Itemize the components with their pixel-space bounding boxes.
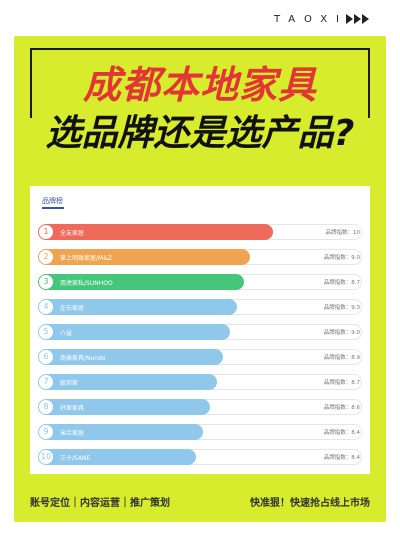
brand-score: 品牌指数：8.4: [323, 430, 360, 436]
rank-badge: 7: [38, 374, 54, 390]
score-bar: [47, 299, 237, 315]
rank-badge: 3: [38, 274, 54, 290]
brand-score: 品牌指数：8.7: [323, 280, 360, 286]
ranking-row: 1 全友家居 品牌指数：10: [38, 224, 362, 240]
rank-badge: 6: [38, 349, 54, 365]
brand-name: 八益: [60, 330, 73, 337]
ranking-row: 5 八益 品牌指数：9.0: [38, 324, 362, 340]
brand-score: 品牌指数：10: [325, 230, 361, 236]
score-bar: [47, 449, 196, 465]
score-bar: [47, 424, 203, 440]
rank-badge: 8: [38, 399, 54, 415]
title-outline: [30, 48, 370, 118]
triple-arrow-icon: [346, 14, 369, 24]
brand-name: 全友家居: [60, 230, 85, 237]
score-bar: [47, 324, 230, 340]
brand-score: 品牌指数：8.7: [323, 380, 360, 386]
hero-title-line2: 选品牌还是选产品?: [45, 113, 355, 154]
score-bar: [47, 224, 273, 240]
score-bar: [47, 399, 210, 415]
title-underline: [42, 207, 64, 209]
ranking-row: 2 掌上明珠家居/M&Z 品牌指数：9.0: [38, 249, 362, 265]
ranking-row: 10 三十/SANE 品牌指数：8.4: [38, 449, 362, 465]
brand-name: 双虎家私/SUNHOO: [60, 280, 113, 287]
ranking-row: 6 南泰家具/Nondo 品牌指数：8.9: [38, 349, 362, 365]
ranking-row: 9 米兰家居 品牌指数：8.4: [38, 424, 362, 440]
ranking-row: 4 左右家居 品牌指数：9.3: [38, 299, 362, 315]
ranking-row: 8 好家家具 品牌指数：8.6: [38, 399, 362, 415]
brand-name: 三十/SANE: [60, 455, 91, 462]
brand-score: 品牌指数：9.3: [323, 305, 360, 311]
footer-services: 账号定位｜内容运营｜推广策划: [30, 498, 170, 509]
score-bar: [47, 249, 250, 265]
brand-score: 品牌指数：8.6: [323, 405, 360, 411]
score-bar: [47, 274, 244, 290]
brand-score: 品牌指数：8.9: [323, 355, 360, 361]
brand-name: 好家家具: [60, 405, 85, 412]
ranking-row: 7 联邦家 品牌指数：8.7: [38, 374, 362, 390]
score-bar: [47, 349, 223, 365]
rank-badge: 5: [38, 324, 54, 340]
hero-title-line1: 成都本地家具: [82, 63, 317, 107]
brand-score: 品牌指数：9.0: [323, 330, 360, 336]
rank-badge: 9: [38, 424, 54, 440]
rank-badge: 10: [38, 449, 54, 465]
rank-badge: 1: [38, 224, 54, 240]
ranking-row: 3 双虎家私/SUNHOO 品牌指数：8.7: [38, 274, 362, 290]
brand-score: 品牌指数：9.0: [323, 255, 360, 261]
brand-name: 左右家居: [60, 305, 85, 312]
brand-name: 米兰家居: [60, 430, 85, 437]
ranking-card: 品牌榜 1 全友家居 品牌指数：10 2 掌上明珠家居/M&Z 品牌指数：9.0 3 双虎家私…: [30, 186, 370, 474]
rank-badge: 2: [38, 249, 54, 265]
brand-name: 联邦家: [60, 380, 79, 387]
brand-name: 南泰家具/Nondo: [60, 355, 106, 362]
footer-slogan: 快准狠！快速抢占线上市场: [250, 498, 370, 509]
brand-name: 掌上明珠家居/M&Z: [60, 255, 112, 262]
ranking-card-title: 品牌榜: [42, 197, 63, 205]
rank-badge: 4: [38, 299, 54, 315]
score-bar: [47, 374, 217, 390]
brand-wordmark: TAOXI: [273, 14, 348, 25]
brand-score: 品牌指数：8.4: [323, 455, 360, 461]
